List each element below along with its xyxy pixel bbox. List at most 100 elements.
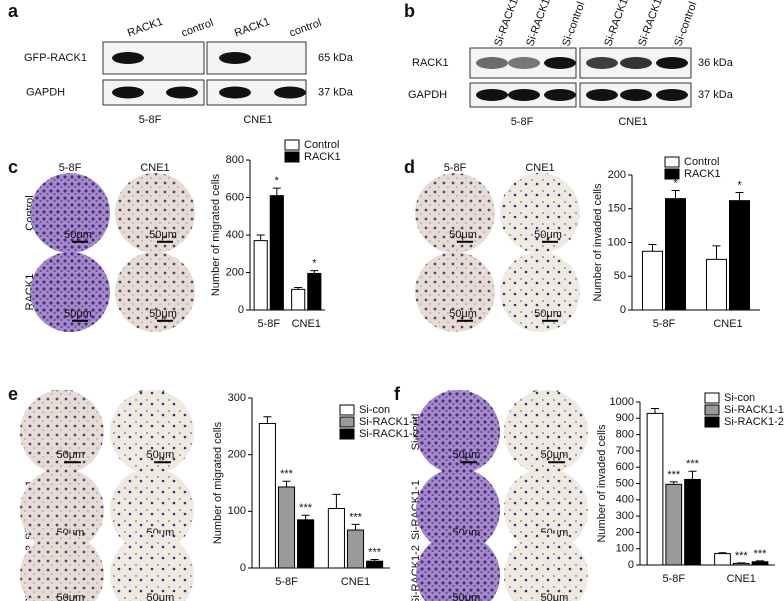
legend-swatch — [704, 404, 720, 416]
significance: *** — [368, 546, 382, 558]
band — [620, 57, 652, 69]
x-tick-label: CNE1 — [727, 573, 756, 585]
y-tick-label: 0 — [240, 562, 246, 574]
column-label: 5-8F — [59, 162, 82, 174]
micrograph — [110, 533, 194, 601]
band — [656, 89, 688, 101]
panel-label: b — [404, 1, 415, 21]
legend-swatch — [284, 151, 300, 163]
bar — [258, 423, 276, 569]
lane-label: RACK1 — [233, 16, 272, 40]
y-tick-label: 0 — [238, 304, 244, 316]
error-bar — [718, 552, 727, 554]
lane-label: control — [288, 17, 323, 40]
legend-label: Si-RACK1-2 — [359, 428, 419, 440]
error-bar — [256, 234, 265, 241]
group-label: 5-8F — [139, 114, 162, 126]
panel-label: a — [8, 1, 19, 21]
y-axis-label: Number of invaded cells — [596, 424, 608, 543]
y-tick-label: 0 — [628, 559, 634, 571]
bar — [732, 562, 750, 566]
micrograph — [30, 173, 110, 253]
legend-swatch — [284, 139, 300, 151]
x-tick-label: 5-8F — [275, 576, 298, 588]
panel-label: f — [394, 384, 401, 404]
error-bar — [282, 480, 291, 487]
band — [544, 57, 576, 69]
bar — [729, 200, 750, 311]
significance: *** — [280, 468, 294, 480]
legend-swatch — [664, 168, 680, 180]
bar — [297, 519, 315, 569]
y-tick-label: 700 — [616, 445, 634, 457]
y-tick-label: 200 — [226, 266, 244, 278]
column-label: 5-8F — [444, 162, 467, 174]
error-bar — [370, 559, 379, 562]
legend-label: Si-RACK1-1 — [724, 404, 784, 416]
x-tick-label: 5-8F — [653, 318, 676, 330]
scale-label: 50μm — [149, 308, 177, 320]
significance: *** — [349, 511, 363, 523]
column-label: CNE1 — [140, 162, 169, 174]
band — [544, 89, 576, 101]
bar — [269, 195, 284, 311]
y-tick-label: 200 — [616, 526, 634, 538]
scale-label: 50μm — [534, 308, 562, 320]
x-tick-label: 5-8F — [662, 573, 685, 585]
bar — [706, 258, 727, 311]
row-label: GAPDH — [408, 89, 447, 101]
lane-label: RACK1 — [126, 16, 165, 40]
band — [508, 57, 540, 69]
y-tick-label: 0 — [620, 304, 626, 316]
micrograph — [504, 533, 588, 601]
group-label: CNE1 — [618, 116, 647, 128]
error-bar — [310, 270, 319, 274]
scale-label: 50μm — [534, 229, 562, 241]
legend-label: Si-RACK1-1 — [359, 416, 419, 428]
scale-label: 50μm — [64, 229, 92, 241]
panel-label: e — [8, 384, 18, 404]
band — [508, 89, 540, 101]
y-tick-label: 800 — [616, 429, 634, 441]
micrograph — [20, 468, 104, 552]
lane-label: Si-RACK1-1 — [602, 0, 634, 48]
y-tick-label: 900 — [616, 412, 634, 424]
bar — [642, 250, 663, 311]
scale-label: 50μm — [147, 449, 175, 461]
lane-label: Si-RACK1-1 — [492, 0, 524, 48]
size-label: 37 kDa — [318, 86, 354, 98]
micrograph — [416, 533, 500, 601]
micrograph — [415, 252, 495, 332]
legend-label: RACK1 — [684, 168, 721, 180]
y-tick-label: 100 — [228, 505, 246, 517]
y-tick-label: 800 — [226, 154, 244, 166]
band — [274, 86, 306, 99]
y-tick-label: 600 — [616, 461, 634, 473]
bar — [665, 483, 683, 566]
bar — [714, 553, 731, 566]
micrograph — [110, 468, 194, 552]
bar — [646, 412, 664, 566]
significance: *** — [686, 458, 700, 470]
x-tick-label: CNE1 — [713, 318, 742, 330]
y-tick-label: 50 — [614, 270, 626, 282]
scale-label: 50μm — [449, 308, 477, 320]
significance: *** — [667, 469, 681, 481]
significance: * — [275, 175, 280, 187]
bar — [751, 561, 769, 566]
size-label: 37 kDa — [698, 89, 734, 101]
scale-label: 50μm — [57, 592, 85, 601]
band — [620, 89, 652, 101]
lane-label: Si-RACK1-2 — [636, 0, 668, 48]
y-axis-label: Number of migrated cells — [212, 421, 224, 544]
band — [112, 86, 144, 99]
micrograph — [416, 390, 500, 474]
group-label: CNE1 — [243, 114, 272, 126]
y-tick-label: 300 — [228, 392, 246, 404]
micrograph — [415, 173, 495, 253]
legend-label: RACK1 — [304, 151, 341, 163]
bar — [346, 529, 365, 569]
error-bar — [263, 416, 272, 424]
scale-label: 50μm — [541, 449, 569, 461]
